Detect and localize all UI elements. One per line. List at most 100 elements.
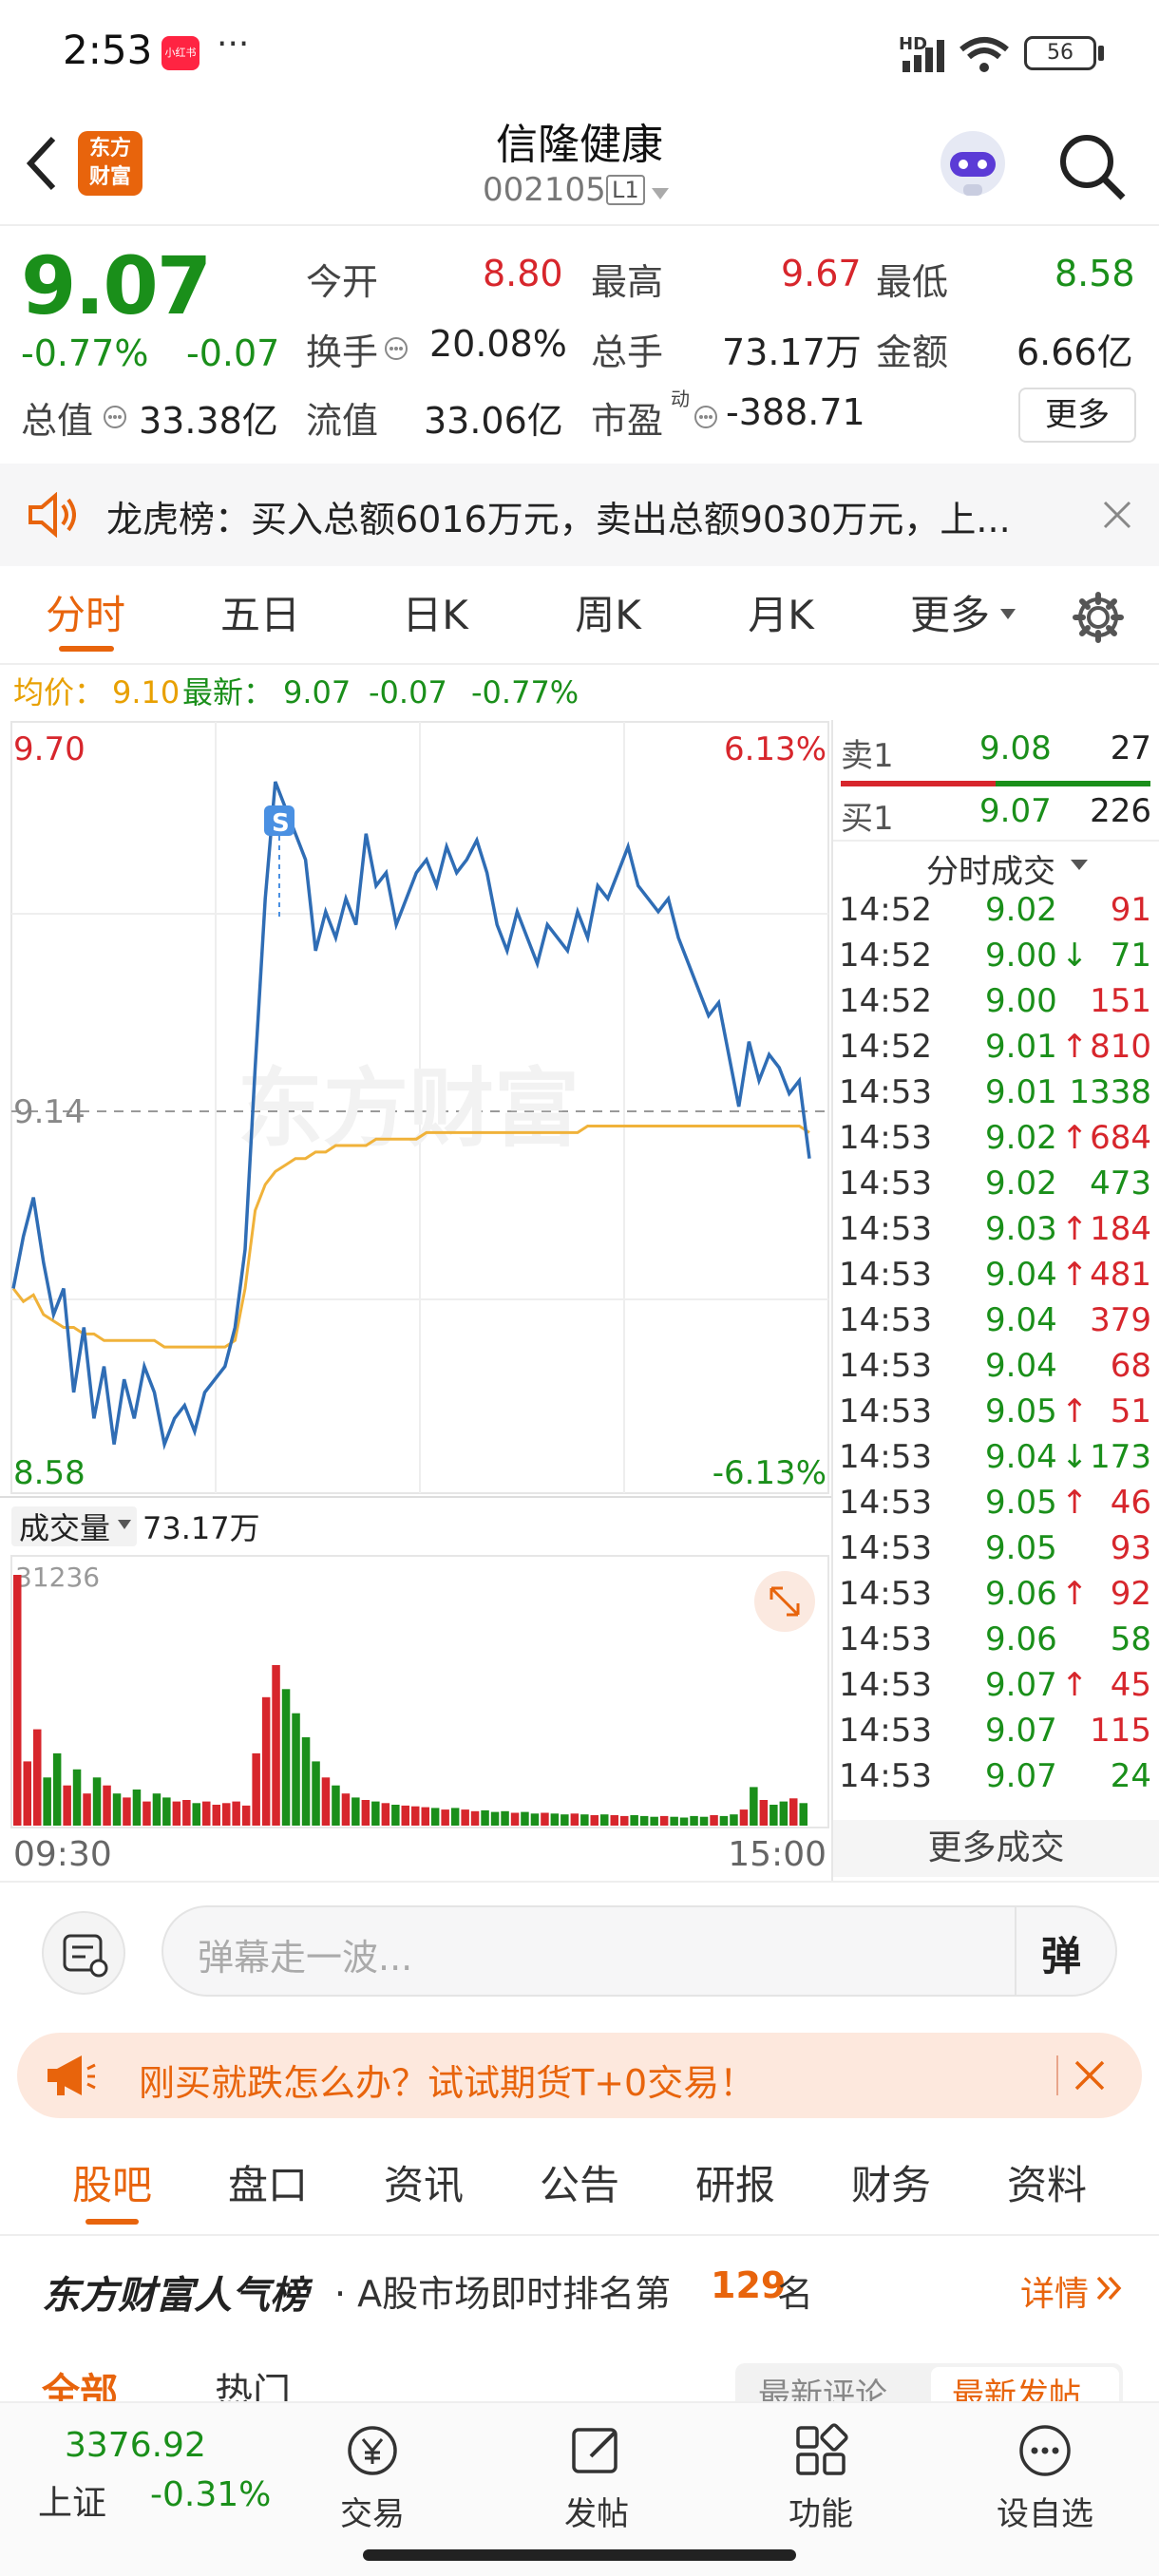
tick-row: 14:52 9.02 91 — [831, 891, 1159, 937]
tab-day-k[interactable]: 日K — [402, 592, 468, 638]
promo-close-icon[interactable] — [1074, 2059, 1106, 2092]
volume-bars — [13, 1575, 808, 1826]
signal-icon — [902, 40, 944, 72]
volume-bar — [560, 1814, 569, 1826]
nav-add-watchlist[interactable]: 设自选 — [969, 2422, 1121, 2534]
volume-bar — [33, 1729, 42, 1826]
tick-volume: 173 — [1090, 1438, 1151, 1476]
eastmoney-logo[interactable]: 东方 财富 — [78, 131, 142, 196]
ticks-header[interactable]: 分时成交 — [926, 853, 1055, 891]
low-value: 8.58 — [1054, 253, 1135, 294]
volume-bar — [739, 1809, 749, 1826]
tab-intraday[interactable]: 分时 — [45, 592, 125, 638]
danmu-settings-button[interactable] — [42, 1911, 125, 1995]
tick-direction-icon: ↑ — [1061, 1392, 1089, 1430]
tab-profile[interactable]: 资料 — [1006, 2162, 1087, 2208]
volume-bar — [650, 1816, 658, 1826]
volume-label: 总手 — [591, 331, 664, 373]
search-icon[interactable] — [1056, 131, 1129, 203]
danmu-divider — [1015, 1907, 1016, 1995]
volume-bar — [152, 1793, 162, 1826]
volume-selector[interactable]: 成交量 — [11, 1506, 137, 1546]
tick-price: 9.02 — [985, 891, 1057, 929]
tick-row: 14:53 9.07 24 — [831, 1757, 1159, 1803]
promo-text: 刚买就跌怎么办？试试期货T+0交易！ — [139, 2062, 756, 2104]
robot-assistant-icon[interactable] — [935, 125, 1011, 201]
tick-volume: 1338 — [1069, 1073, 1151, 1111]
volume-bar — [789, 1798, 798, 1826]
tick-volume: 481 — [1090, 1256, 1151, 1294]
volume-bar — [391, 1805, 400, 1826]
settings-gear-icon[interactable] — [1072, 591, 1125, 644]
info-icon[interactable] — [103, 405, 127, 429]
clock: 2:53 — [63, 27, 153, 73]
futures-promo-banner[interactable]: 刚买就跌怎么办？试试期货T+0交易！ — [17, 2033, 1142, 2118]
active-tab-indicator — [86, 2219, 139, 2225]
nav-functions[interactable]: 功能 — [745, 2422, 897, 2534]
grid-lines — [11, 722, 828, 1493]
code-dropdown-caret-icon[interactable] — [650, 186, 671, 201]
tick-time: 14:53 — [839, 1392, 932, 1430]
stock-code: 002105 — [483, 171, 606, 209]
sort-latest-comment[interactable]: 最新评论 — [758, 2377, 887, 2401]
volume-caret-icon — [118, 1520, 131, 1529]
sort-latest-post[interactable]: 最新发帖 — [952, 2377, 1081, 2401]
tab-guba[interactable]: 股吧 — [71, 2162, 152, 2208]
tab-more[interactable]: 更多 — [909, 592, 990, 638]
expand-chart-button[interactable] — [754, 1571, 815, 1632]
info-icon[interactable] — [694, 405, 718, 429]
popularity-rank-row[interactable]: 东方财富人气榜 · A股市场即时排名第 129 名 详情 — [0, 2236, 1159, 2339]
danmu-toggle-button[interactable]: 弹 — [1041, 1933, 1082, 1979]
danmu-input[interactable]: 弹幕走一波... 弹 — [162, 1905, 1117, 1997]
megaphone-icon — [48, 2055, 96, 2095]
volume-bar — [13, 1575, 22, 1826]
filter-all[interactable]: 全部 — [42, 2371, 118, 2401]
tab-research[interactable]: 研报 — [694, 2162, 775, 2208]
ticks-caret-icon[interactable] — [1070, 859, 1089, 872]
more-ticks-button[interactable]: 更多成交 — [833, 1820, 1159, 1877]
volume-bar — [730, 1814, 738, 1826]
latest-change-pct: -0.77% — [471, 674, 580, 710]
tab-five-day[interactable]: 五日 — [219, 592, 300, 638]
tick-time: 14:53 — [839, 1484, 932, 1522]
amount-label: 金额 — [876, 331, 949, 373]
tick-price: 9.01 — [985, 1028, 1057, 1066]
tick-row: 14:53 9.05 93 — [831, 1529, 1159, 1575]
filter-hot[interactable]: 热门 — [215, 2371, 291, 2401]
dragon-tiger-notice[interactable]: 龙虎榜：买入总额6016万元，卖出总额9030万元，上... — [0, 464, 1159, 566]
volume-bar — [371, 1801, 380, 1826]
tab-week-k[interactable]: 周K — [575, 592, 641, 638]
tick-price: 9.04 — [985, 1347, 1057, 1385]
tick-direction-icon: ↑ — [1061, 1484, 1089, 1522]
info-icon[interactable] — [384, 336, 408, 361]
sell-marker[interactable]: S — [264, 805, 294, 919]
tab-finance[interactable]: 财务 — [850, 2162, 931, 2208]
volume-bar — [232, 1801, 240, 1826]
rank-detail-link[interactable]: 详情 — [1020, 2275, 1090, 2314]
float-value: 33.06亿 — [424, 400, 563, 442]
more-dots-circle-icon — [1019, 2425, 1071, 2476]
nav-post[interactable]: 发帖 — [521, 2422, 673, 2534]
volume-bar — [690, 1815, 698, 1826]
tab-pankou[interactable]: 盘口 — [227, 2162, 308, 2208]
close-icon[interactable] — [1102, 500, 1132, 530]
more-caret-icon[interactable] — [999, 608, 1016, 621]
intraday-chart[interactable]: 东方财富 S 9.70 8.58 9.14 6.13% -6.13% 成交量 7… — [0, 720, 831, 1881]
index-ticker[interactable]: 3376.92 上证 -0.31% — [17, 2426, 274, 2530]
nav-trade[interactable]: 交易 — [296, 2422, 448, 2534]
volume-bar — [580, 1814, 589, 1826]
avg-label: 均价： — [13, 674, 105, 710]
rank-number: 129 — [711, 2264, 787, 2306]
volume-bar — [501, 1810, 509, 1826]
volume-bar — [421, 1807, 429, 1826]
trade-yen-icon — [348, 2426, 397, 2475]
tab-month-k[interactable]: 月K — [748, 592, 814, 638]
tab-announcements[interactable]: 公告 — [539, 2162, 619, 2208]
tick-volume: 46 — [1110, 1484, 1151, 1522]
volume-bar — [719, 1815, 729, 1826]
more-quote-button[interactable]: 更多 — [1018, 388, 1136, 443]
tick-row: 14:53 9.05 ↑ 46 — [831, 1484, 1159, 1529]
tick-direction-icon: ↑ — [1061, 1210, 1089, 1248]
tab-news[interactable]: 资讯 — [383, 2162, 464, 2208]
back-chevron-left-icon[interactable] — [23, 133, 61, 194]
